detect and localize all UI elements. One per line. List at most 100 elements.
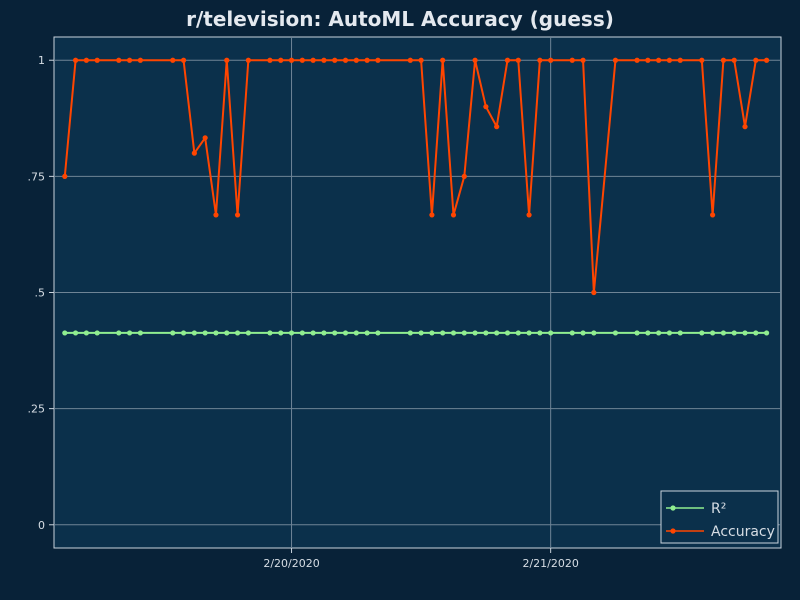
data-point-accuracy (710, 212, 716, 218)
data-point-accuracy (515, 57, 521, 63)
data-point-accuracy (288, 57, 295, 63)
data-point-r2 (742, 330, 748, 336)
data-point-r2 (137, 330, 143, 336)
y-axis: 0 .25 .5 .75 1 (28, 54, 54, 532)
data-point-accuracy (364, 57, 370, 63)
data-point-accuracy (94, 57, 100, 63)
data-point-accuracy (764, 57, 770, 63)
data-point-r2 (634, 330, 640, 336)
y-tick-label: .25 (28, 403, 46, 416)
data-point-accuracy (548, 57, 554, 63)
data-point-accuracy (742, 124, 748, 130)
data-point-r2 (569, 330, 575, 336)
legend-label-r2: R² (711, 501, 726, 517)
data-point-accuracy (526, 212, 532, 218)
data-point-r2 (202, 330, 208, 336)
data-point-r2 (753, 330, 759, 336)
data-point-accuracy (224, 57, 230, 63)
data-point-accuracy (440, 57, 446, 63)
data-point-accuracy (321, 57, 327, 63)
data-point-accuracy (537, 57, 543, 63)
data-point-accuracy (407, 57, 413, 63)
data-point-r2 (342, 330, 349, 336)
data-point-r2 (580, 330, 586, 336)
data-point-accuracy (170, 57, 176, 63)
data-point-r2 (94, 330, 100, 336)
data-point-accuracy (116, 57, 122, 63)
data-point-r2 (126, 330, 133, 336)
data-point-r2 (450, 330, 457, 336)
data-point-r2 (440, 330, 446, 336)
chart-title: r/television: AutoML Accuracy (guess) (186, 7, 614, 31)
data-point-accuracy (612, 57, 619, 63)
data-point-accuracy (202, 135, 208, 141)
data-point-r2 (288, 330, 295, 336)
data-point-r2 (515, 330, 521, 336)
data-point-accuracy (731, 57, 737, 63)
data-point-accuracy (472, 57, 478, 63)
data-point-r2 (245, 330, 251, 336)
data-point-accuracy (418, 57, 424, 63)
data-point-r2 (191, 330, 197, 336)
data-point-accuracy (342, 57, 349, 63)
data-point-r2 (407, 330, 413, 336)
legend-marker-r2 (670, 505, 676, 511)
data-point-accuracy (656, 57, 662, 63)
data-point-r2 (213, 330, 219, 336)
data-point-accuracy (591, 289, 597, 296)
data-point-accuracy (720, 57, 727, 63)
data-point-r2 (332, 330, 338, 336)
data-point-r2 (461, 330, 467, 336)
data-point-r2 (710, 330, 716, 336)
data-point-r2 (418, 330, 424, 336)
data-point-r2 (494, 330, 500, 336)
data-point-r2 (116, 330, 122, 336)
y-tick-label: .5 (35, 287, 46, 300)
data-point-r2 (612, 330, 619, 336)
data-point-r2 (591, 330, 597, 336)
data-point-accuracy (310, 57, 316, 63)
data-point-r2 (72, 330, 79, 336)
data-point-r2 (537, 330, 543, 336)
legend-marker-accuracy (670, 528, 676, 534)
data-point-accuracy (504, 57, 511, 63)
legend-item-accuracy: Accuracy (666, 524, 775, 540)
data-point-r2 (180, 330, 187, 336)
data-point-r2 (720, 330, 727, 336)
data-point-r2 (699, 330, 705, 336)
data-point-r2 (321, 330, 327, 336)
data-point-accuracy (375, 57, 381, 63)
data-point-accuracy (83, 57, 89, 63)
data-point-r2 (548, 330, 554, 336)
data-point-accuracy (62, 173, 68, 179)
data-point-r2 (764, 330, 770, 336)
data-point-accuracy (191, 150, 197, 156)
legend-label-accuracy: Accuracy (711, 524, 775, 540)
series-r2 (62, 330, 770, 336)
series-accuracy (62, 57, 770, 296)
data-point-accuracy (299, 57, 305, 63)
data-point-accuracy (126, 57, 133, 63)
data-point-r2 (278, 330, 284, 336)
data-point-accuracy (753, 57, 759, 63)
data-point-r2 (731, 330, 737, 336)
data-point-r2 (375, 330, 381, 336)
data-point-accuracy (634, 57, 640, 63)
data-point-r2 (234, 330, 241, 336)
data-point-accuracy (213, 212, 219, 218)
data-point-accuracy (569, 57, 575, 63)
data-point-accuracy (278, 57, 284, 63)
data-point-accuracy (180, 57, 187, 63)
x-tick-label: 2/20/2020 (263, 557, 319, 570)
data-point-accuracy (666, 57, 673, 63)
data-point-r2 (170, 330, 176, 336)
data-point-r2 (224, 330, 230, 336)
data-point-accuracy (483, 104, 489, 110)
y-tick-label: 0 (38, 519, 45, 532)
data-point-r2 (429, 330, 435, 336)
data-point-accuracy (580, 57, 586, 63)
data-point-accuracy (245, 57, 251, 63)
y-tick-label: 1 (38, 54, 45, 67)
data-point-r2 (677, 330, 683, 336)
